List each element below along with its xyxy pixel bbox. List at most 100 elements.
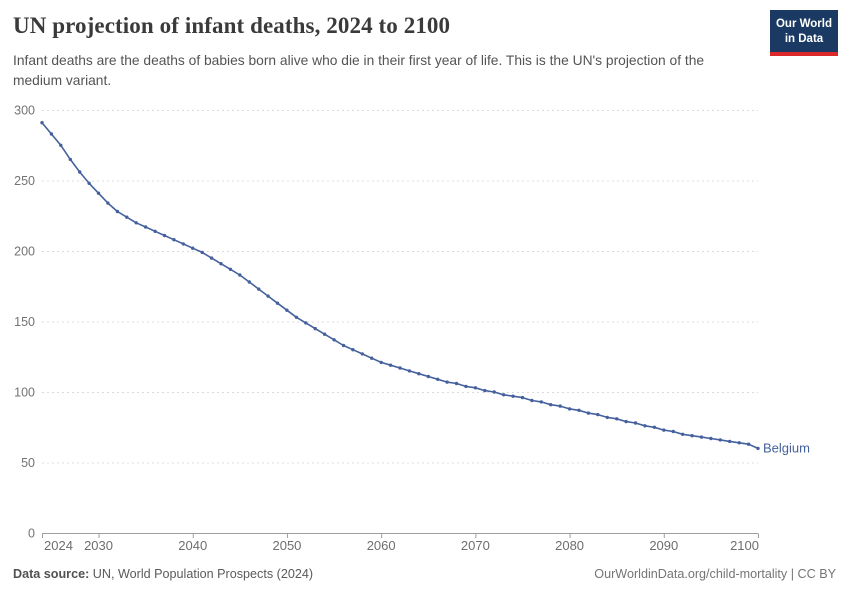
x-axis-tick-label: 2024 [44, 538, 73, 553]
data-point[interactable] [191, 246, 195, 250]
data-point[interactable] [690, 434, 694, 438]
data-point[interactable] [59, 143, 63, 147]
data-source-value: UN, World Population Prospects (2024) [89, 567, 314, 581]
y-axis-tick-label: 100 [14, 386, 35, 400]
data-point[interactable] [200, 250, 204, 255]
data-point[interactable] [115, 209, 120, 214]
owid-logo-line1: Our World [775, 18, 832, 30]
y-axis-tick-label: 200 [14, 245, 35, 259]
y-axis-tick-label: 250 [14, 174, 35, 188]
data-point[interactable] [756, 446, 760, 451]
data-point[interactable] [718, 438, 722, 442]
data-point[interactable] [209, 256, 214, 260]
data-point[interactable] [398, 366, 402, 370]
data-point[interactable] [228, 267, 233, 271]
x-axis-tick-label: 2060 [367, 538, 396, 553]
data-point[interactable] [605, 415, 609, 420]
data-point[interactable] [285, 308, 289, 312]
data-point[interactable] [746, 442, 751, 446]
owid-logo[interactable]: Our World in Data [770, 10, 838, 57]
data-point[interactable] [257, 287, 261, 291]
data-point[interactable] [143, 225, 148, 229]
data-point[interactable] [87, 181, 91, 185]
data-point[interactable] [360, 352, 364, 356]
data-point[interactable] [662, 428, 666, 432]
data-point[interactable] [473, 386, 478, 390]
data-point[interactable] [501, 393, 506, 397]
data-point[interactable] [332, 338, 336, 342]
data-point[interactable] [709, 436, 713, 441]
data-point[interactable] [483, 388, 487, 393]
y-axis-tick-label: 50 [21, 456, 35, 470]
data-point[interactable] [134, 221, 138, 225]
data-point[interactable] [294, 315, 299, 319]
data-point[interactable] [539, 400, 543, 404]
data-point[interactable] [247, 280, 251, 284]
data-point[interactable] [49, 132, 54, 136]
data-point[interactable] [388, 363, 393, 367]
data-source: Data source: UN, World Population Prospe… [13, 567, 313, 581]
data-point[interactable] [511, 394, 515, 398]
data-point[interactable] [407, 369, 412, 373]
data-point[interactable] [671, 429, 675, 434]
data-point[interactable] [737, 441, 741, 445]
data-point[interactable] [40, 121, 44, 125]
data-point[interactable] [567, 407, 572, 411]
data-point[interactable] [78, 170, 82, 174]
data-point[interactable] [436, 377, 440, 381]
data-point[interactable] [530, 398, 534, 403]
data-point[interactable] [379, 360, 383, 365]
data-point[interactable] [313, 326, 317, 331]
data-point[interactable] [624, 419, 628, 424]
series-label-belgium[interactable]: Belgium [763, 440, 810, 455]
data-point[interactable] [125, 215, 129, 219]
data-point[interactable] [549, 403, 553, 407]
data-point[interactable] [643, 424, 647, 428]
data-point[interactable] [680, 432, 685, 436]
x-axis-tick-label: 2090 [649, 538, 678, 553]
data-point[interactable] [615, 417, 619, 421]
data-point[interactable] [172, 238, 176, 242]
data-point[interactable] [341, 343, 346, 348]
data-point[interactable] [520, 395, 525, 400]
data-point[interactable] [266, 294, 270, 298]
data-point[interactable] [728, 439, 732, 444]
data-point[interactable] [275, 301, 280, 305]
y-axis-tick-label: 0 [28, 527, 35, 541]
data-point[interactable] [96, 191, 101, 195]
data-point[interactable] [238, 273, 242, 277]
data-point[interactable] [577, 408, 581, 412]
data-point[interactable] [633, 421, 638, 425]
data-point[interactable] [351, 348, 355, 352]
data-point[interactable] [699, 435, 704, 439]
data-point[interactable] [454, 381, 459, 386]
x-axis-tick-label: 2050 [272, 538, 301, 553]
data-point[interactable] [162, 233, 167, 238]
data-point[interactable] [153, 229, 157, 233]
data-point[interactable] [68, 157, 73, 162]
data-point[interactable] [181, 242, 185, 246]
x-axis-tick-label: 2080 [555, 538, 584, 553]
data-point[interactable] [464, 384, 468, 389]
x-axis-tick-label: 2100 [730, 538, 759, 553]
data-point[interactable] [219, 262, 223, 266]
data-point[interactable] [492, 390, 496, 394]
license-note: OurWorldinData.org/child-mortality | CC … [594, 567, 836, 581]
data-point[interactable] [596, 412, 600, 417]
data-source-label: Data source: [13, 567, 90, 581]
data-point[interactable] [417, 372, 421, 376]
series-line-belgium[interactable] [41, 122, 759, 450]
chart-subtitle: Infant deaths are the deaths of babies b… [13, 53, 705, 88]
data-point[interactable] [370, 356, 374, 360]
data-point[interactable] [652, 425, 657, 429]
data-point[interactable] [558, 404, 562, 408]
data-point[interactable] [304, 321, 308, 325]
data-point[interactable] [586, 411, 591, 415]
y-axis-tick-label: 150 [14, 315, 35, 329]
data-point[interactable] [445, 380, 449, 384]
data-point[interactable] [106, 201, 110, 205]
data-point[interactable] [426, 374, 430, 379]
data-point[interactable] [322, 332, 327, 336]
